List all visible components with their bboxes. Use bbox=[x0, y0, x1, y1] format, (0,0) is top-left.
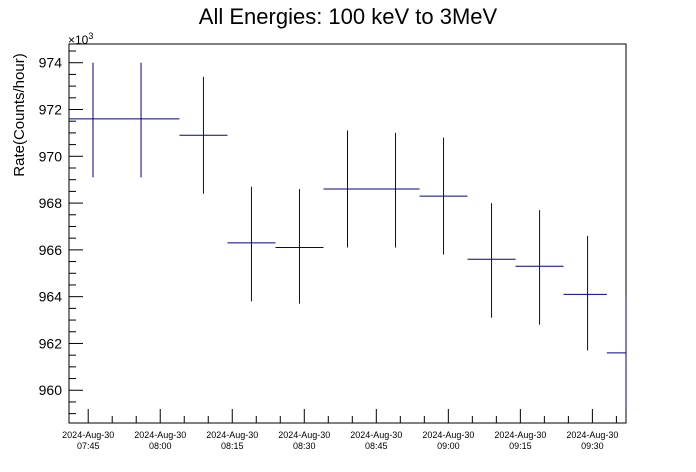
x-tick-label-time: 08:00 bbox=[149, 441, 172, 451]
chart-title: All Energies: 100 keV to 3MeV bbox=[199, 4, 498, 29]
data-point bbox=[371, 132, 420, 248]
x-tick-label-time: 08:15 bbox=[221, 441, 244, 451]
x-tick-label-time: 08:30 bbox=[293, 441, 316, 451]
x-tick-label-date: 2024-Aug-30 bbox=[62, 430, 114, 440]
data-point bbox=[227, 186, 276, 302]
data-point bbox=[179, 76, 228, 194]
y-tick-label: 968 bbox=[39, 195, 63, 211]
data-point bbox=[515, 210, 564, 325]
data-point bbox=[419, 137, 468, 255]
y-tick-label: 960 bbox=[39, 382, 63, 398]
data-point bbox=[275, 189, 324, 304]
y-tick-label: 966 bbox=[39, 242, 63, 258]
y-axis-label: Rate(Counts/hour) bbox=[11, 53, 28, 176]
data-point bbox=[323, 130, 372, 248]
x-tick-label-date: 2024-Aug-30 bbox=[566, 430, 618, 440]
x-tick-label-date: 2024-Aug-30 bbox=[494, 430, 546, 440]
y-tick-label: 970 bbox=[39, 148, 63, 164]
data-point bbox=[467, 203, 516, 318]
y-tick-label: 974 bbox=[39, 55, 63, 71]
x-tick-label-date: 2024-Aug-30 bbox=[422, 430, 474, 440]
plot-frame bbox=[68, 43, 627, 424]
y-axis-ticks: 960 962 964 966 968 970 972 974 bbox=[39, 50, 83, 415]
x-axis-ticks: 2024-Aug-3007:452024-Aug-3008:002024-Aug… bbox=[62, 409, 618, 451]
data-series bbox=[69, 62, 627, 409]
data-point bbox=[606, 296, 627, 409]
y-tick-label: 964 bbox=[39, 289, 63, 305]
x-tick-label-time: 07:45 bbox=[77, 441, 100, 451]
x-tick-label-time: 09:30 bbox=[581, 441, 604, 451]
x-tick-label-date: 2024-Aug-30 bbox=[278, 430, 330, 440]
data-point bbox=[69, 62, 118, 178]
y-tick-label: 962 bbox=[39, 335, 63, 351]
x-tick-label-time: 09:00 bbox=[437, 441, 460, 451]
y-tick-label: 972 bbox=[39, 102, 63, 118]
x-tick-label-date: 2024-Aug-30 bbox=[206, 430, 258, 440]
x-tick-label-date: 2024-Aug-30 bbox=[134, 430, 186, 440]
y-axis-multiplier: ×103 bbox=[68, 31, 93, 47]
x-tick-label-date: 2024-Aug-30 bbox=[350, 430, 402, 440]
x-tick-label-time: 09:15 bbox=[509, 441, 532, 451]
data-point bbox=[563, 235, 607, 351]
x-tick-label-time: 08:45 bbox=[365, 441, 388, 451]
data-point bbox=[117, 62, 180, 178]
